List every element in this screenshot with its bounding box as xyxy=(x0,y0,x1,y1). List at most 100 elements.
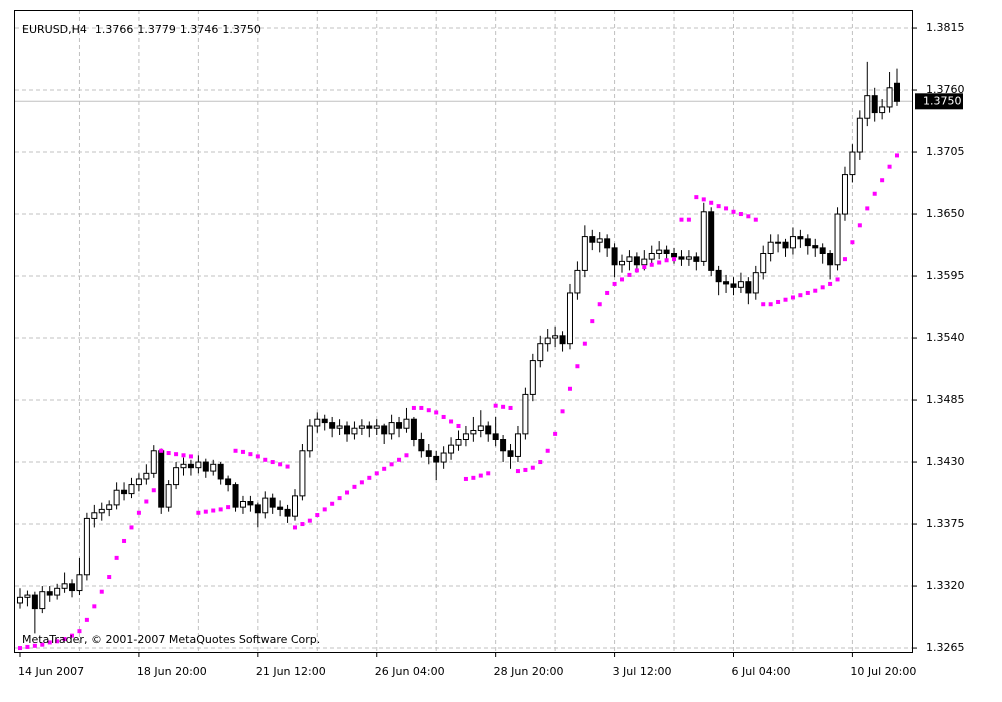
sar-dot xyxy=(731,209,736,214)
candle-body xyxy=(455,439,462,446)
candle-body xyxy=(559,335,566,345)
sar-dot xyxy=(865,206,870,211)
y-tick-label: 1.3540 xyxy=(926,331,965,344)
candle-body xyxy=(663,249,670,254)
candle-body xyxy=(700,211,707,262)
candle-body xyxy=(566,292,573,345)
candle-body xyxy=(225,478,232,486)
candle-body xyxy=(239,501,246,508)
sar-dot xyxy=(25,644,30,649)
sar-dot xyxy=(181,453,186,458)
sar-dot xyxy=(620,277,625,282)
sar-dot xyxy=(322,507,327,512)
candle-body xyxy=(894,82,900,102)
sar-dot xyxy=(188,454,193,459)
candle-body xyxy=(336,425,343,429)
candle-body xyxy=(671,252,678,258)
header-low: 1.3746 xyxy=(180,23,219,36)
sar-dot xyxy=(136,510,141,515)
sar-dot xyxy=(449,419,454,424)
candle-body xyxy=(91,512,98,519)
sar-dot xyxy=(790,295,795,300)
sar-dot xyxy=(389,462,394,467)
sar-dot xyxy=(657,260,662,265)
candle-body xyxy=(373,425,380,429)
candle-body xyxy=(581,236,588,271)
sar-dot xyxy=(686,217,691,222)
candle-body xyxy=(69,583,76,592)
y-tick-label: 1.3430 xyxy=(926,455,965,468)
y-tick-label: 1.3375 xyxy=(926,517,965,530)
candle-body xyxy=(819,247,826,254)
candle-body xyxy=(217,463,224,480)
candle-body xyxy=(351,427,358,435)
candle-body xyxy=(106,504,113,510)
candle-body xyxy=(187,463,194,469)
candle-body xyxy=(678,256,685,260)
sar-dot xyxy=(47,640,52,645)
sar-dot xyxy=(753,217,758,222)
candle-body xyxy=(83,517,90,576)
plot-frame xyxy=(14,10,913,653)
sar-dot xyxy=(307,518,312,523)
candle-body xyxy=(685,256,692,260)
sar-dot xyxy=(263,457,268,462)
sar-dot xyxy=(895,153,899,158)
sar-dot xyxy=(493,403,498,408)
candle-body xyxy=(46,591,53,596)
candle-body xyxy=(54,587,61,596)
sar-dot xyxy=(92,604,97,609)
candle-body xyxy=(641,258,648,266)
candle-body xyxy=(158,450,165,508)
sar-dot xyxy=(404,453,409,458)
sar-dot xyxy=(382,466,387,471)
x-tick-label: 18 Jun 20:00 xyxy=(137,665,207,678)
y-tick-label: 1.3705 xyxy=(926,145,965,158)
candle-body xyxy=(143,472,150,480)
candle-body xyxy=(76,574,83,592)
sar-dot xyxy=(240,449,245,454)
sar-dot xyxy=(255,454,260,459)
y-tick-label: 1.3760 xyxy=(926,83,965,96)
candle-body xyxy=(61,583,68,589)
candle-body xyxy=(797,236,804,240)
y-tick-label: 1.3485 xyxy=(926,393,965,406)
candle-body xyxy=(782,241,789,249)
candle-body xyxy=(529,360,536,395)
sar-dot xyxy=(887,164,892,169)
candle-body xyxy=(202,461,209,472)
candle-body xyxy=(314,418,321,427)
sar-dot xyxy=(84,617,89,622)
sar-dot xyxy=(880,178,885,183)
sar-dot xyxy=(857,223,862,228)
candle-body xyxy=(693,256,700,262)
sar-dot xyxy=(151,488,156,493)
candle-body xyxy=(277,506,284,510)
sar-dot xyxy=(441,414,446,419)
sar-dot xyxy=(694,195,699,200)
candle-body xyxy=(767,241,774,254)
sar-dot xyxy=(597,302,602,307)
sar-dot xyxy=(709,200,714,205)
x-tick-label: 26 Jun 04:00 xyxy=(375,665,445,678)
sar-dot xyxy=(523,467,528,472)
candle-body xyxy=(39,591,46,610)
sar-dot xyxy=(701,197,706,202)
sar-dot xyxy=(55,639,60,644)
sar-dot xyxy=(746,214,751,219)
sar-dot xyxy=(672,257,677,262)
candle-body xyxy=(485,425,492,435)
candle-body xyxy=(871,95,878,114)
candle-body xyxy=(708,211,715,271)
candle-body xyxy=(128,484,135,495)
candle-body xyxy=(596,238,603,243)
grid xyxy=(15,10,912,652)
sar-dot xyxy=(605,290,610,295)
sar-dot xyxy=(575,364,580,369)
header-open: 1.3766 xyxy=(95,23,134,36)
sar-dot xyxy=(107,575,112,580)
x-tick-label: 21 Jun 12:00 xyxy=(256,665,326,678)
chart-header: EURUSD,H4 1.3766 1.3779 1.3746 1.3750 xyxy=(22,23,261,36)
sar-dot xyxy=(627,272,632,277)
